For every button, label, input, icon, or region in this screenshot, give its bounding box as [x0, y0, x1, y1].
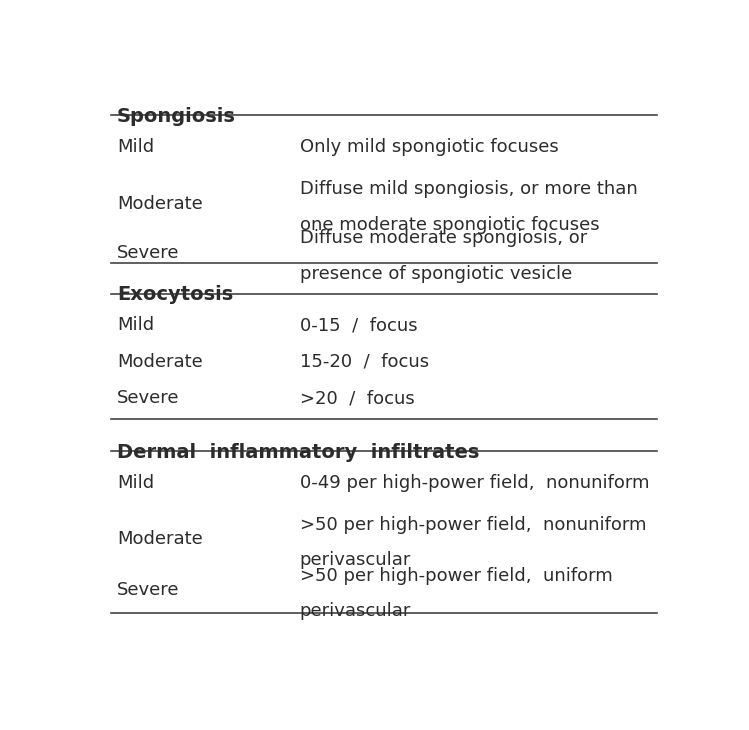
Text: Severe: Severe — [117, 244, 179, 261]
Text: Moderate: Moderate — [117, 195, 202, 212]
Text: Moderate: Moderate — [117, 530, 202, 548]
Text: 0-15  /  focus: 0-15 / focus — [300, 316, 417, 334]
Text: 0-49 per high-power field,  nonuniform: 0-49 per high-power field, nonuniform — [300, 474, 649, 492]
Text: Moderate: Moderate — [117, 353, 202, 371]
Text: >50 per high-power field,  nonuniform: >50 per high-power field, nonuniform — [300, 516, 646, 534]
Text: Mild: Mild — [117, 474, 154, 492]
Text: one moderate spongiotic focuses: one moderate spongiotic focuses — [300, 216, 599, 234]
Text: perivascular: perivascular — [300, 551, 411, 569]
Text: Severe: Severe — [117, 581, 179, 599]
Text: >50 per high-power field,  uniform: >50 per high-power field, uniform — [300, 566, 613, 585]
Text: perivascular: perivascular — [300, 602, 411, 620]
Text: 15-20  /  focus: 15-20 / focus — [300, 353, 429, 371]
Text: >20  /  focus: >20 / focus — [300, 389, 414, 407]
Text: Diffuse mild spongiosis, or more than: Diffuse mild spongiosis, or more than — [300, 180, 637, 199]
Text: Spongiosis: Spongiosis — [117, 107, 236, 126]
Text: Only mild spongiotic focuses: Only mild spongiotic focuses — [300, 138, 559, 156]
Text: Diffuse moderate spongiosis, or: Diffuse moderate spongiosis, or — [300, 229, 587, 247]
Text: Dermal  inflammatory  infiltrates: Dermal inflammatory infiltrates — [117, 443, 479, 462]
Text: Severe: Severe — [117, 389, 179, 407]
Text: Mild: Mild — [117, 316, 154, 334]
Text: Exocytosis: Exocytosis — [117, 285, 233, 304]
Text: presence of spongiotic vesicle: presence of spongiotic vesicle — [300, 265, 572, 283]
Text: Mild: Mild — [117, 138, 154, 156]
